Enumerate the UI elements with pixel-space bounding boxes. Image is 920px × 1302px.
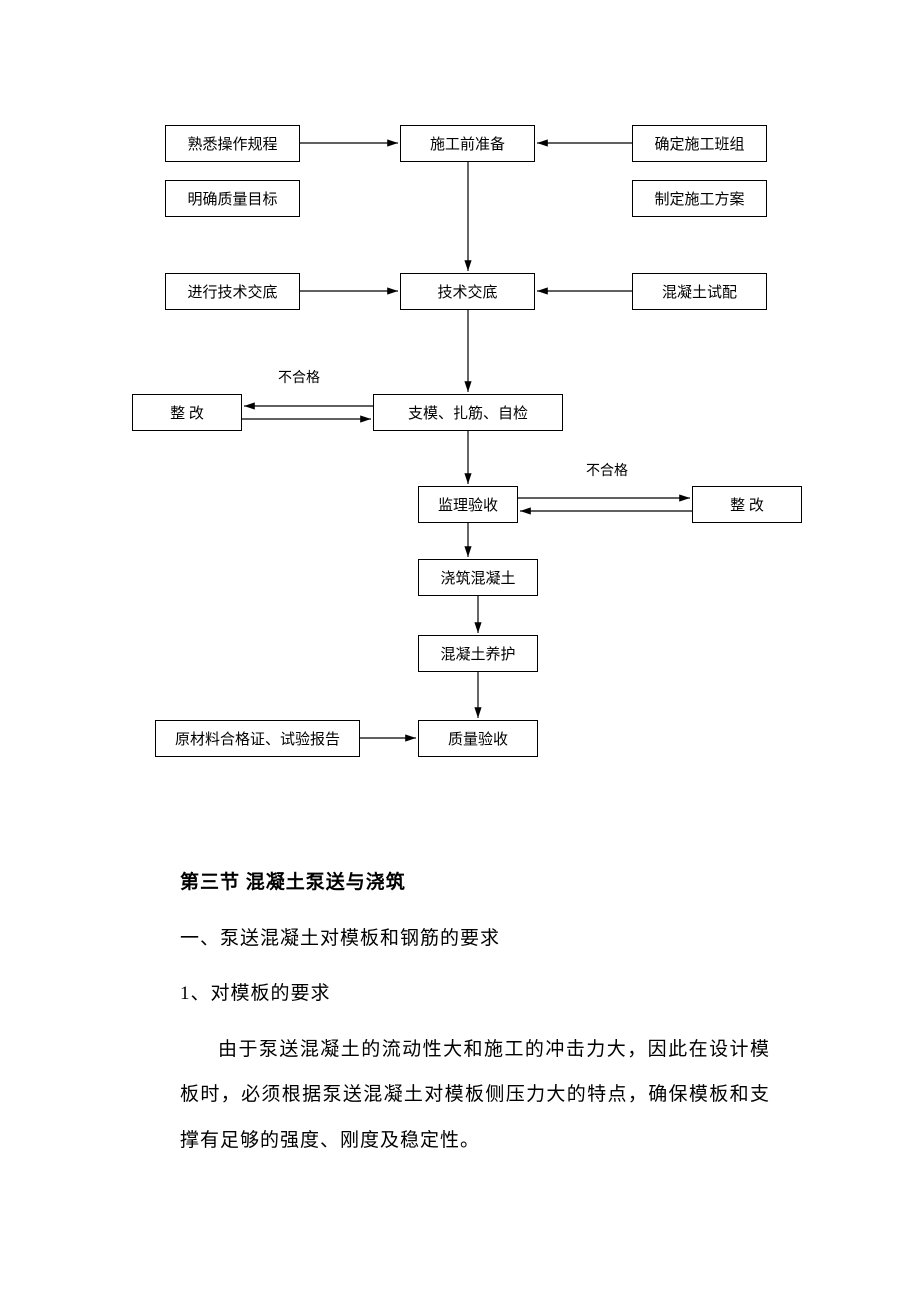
node-procedure: 熟悉操作规程 [165, 125, 300, 162]
node-rectify-1: 整 改 [132, 394, 242, 431]
node-formwork-rebar: 支模、扎筋、自检 [373, 394, 563, 431]
sub-heading-2: 1、对模板的要求 [180, 971, 770, 1017]
node-rectify-2: 整 改 [692, 486, 802, 523]
node-tech-handover: 进行技术交底 [165, 273, 300, 310]
node-curing: 混凝土养护 [418, 635, 538, 672]
node-team-assign: 确定施工班组 [632, 125, 767, 162]
node-quality-target: 明确质量目标 [165, 180, 300, 217]
node-supervision: 监理验收 [418, 486, 518, 523]
body-paragraph: 由于泵送混凝土的流动性大和施工的冲击力大，因此在设计模板时，必须根据泵送混凝土对… [180, 1027, 770, 1164]
edge-label-fail-1: 不合格 [278, 367, 320, 387]
sub-heading-1: 一、泵送混凝土对模板和钢筋的要求 [180, 916, 770, 962]
flowchart-container: 熟悉操作规程 明确质量目标 施工前准备 确定施工班组 制定施工方案 进行技术交底… [0, 0, 920, 820]
node-plan: 制定施工方案 [632, 180, 767, 217]
node-material-cert: 原材料合格证、试验报告 [155, 720, 360, 757]
node-pouring: 浇筑混凝土 [418, 559, 538, 596]
section-heading: 第三节 混凝土泵送与浇筑 [180, 860, 770, 906]
document-section: 第三节 混凝土泵送与浇筑 一、泵送混凝土对模板和钢筋的要求 1、对模板的要求 由… [0, 820, 920, 1164]
node-pre-construction: 施工前准备 [400, 125, 535, 162]
node-quality-accept: 质量验收 [418, 720, 538, 757]
node-concrete-trial: 混凝土试配 [632, 273, 767, 310]
node-tech-disclosure: 技术交底 [400, 273, 535, 310]
edge-label-fail-2: 不合格 [586, 460, 628, 480]
